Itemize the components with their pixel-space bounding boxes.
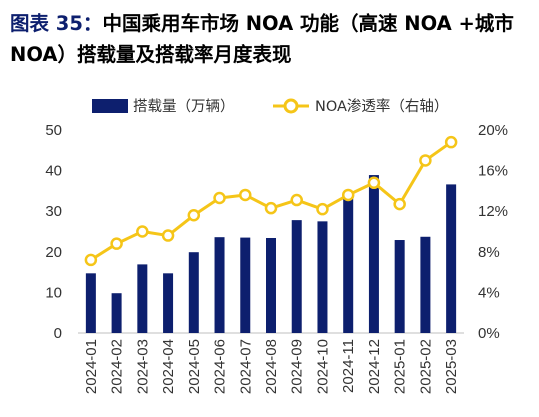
- bar: [214, 237, 225, 333]
- x-tick-label: 2024-05: [186, 339, 203, 394]
- legend-bar-swatch: [92, 99, 128, 113]
- bar: [394, 240, 405, 333]
- x-tick-label: 2024-11: [340, 339, 357, 393]
- x-tick-label: 2024-01: [83, 339, 100, 394]
- line-point: [316, 202, 329, 216]
- title-text: 中国乘用车市场 NOA 功能（高速 NOA +城市 NOA）搭载量及搭载率月度表…: [10, 12, 514, 66]
- y-left-tick-label: 50: [45, 122, 62, 139]
- x-tick-label: 2024-09: [289, 339, 306, 394]
- x-tick-label: 2024-08: [263, 339, 280, 394]
- legend: 搭载量（万辆） NOA渗透率（右轴）: [92, 98, 448, 115]
- line-point: [213, 191, 226, 205]
- bar: [291, 220, 302, 333]
- bar: [240, 237, 251, 333]
- line-point: [110, 237, 123, 250]
- bar: [188, 252, 199, 333]
- y-right-tick-label: 4%: [478, 284, 500, 301]
- y-right-tick-label: 12%: [478, 203, 508, 220]
- x-tick-label: 2024-03: [134, 339, 151, 394]
- line-point: [136, 225, 149, 238]
- y-right-tick-label: 16%: [478, 163, 508, 180]
- line-point: [187, 209, 201, 222]
- line-point: [84, 253, 98, 267]
- y-right-tick-label: 8%: [478, 244, 500, 261]
- bar: [343, 197, 354, 333]
- bar: [266, 237, 276, 333]
- y-left-tick-label: 20: [45, 244, 62, 261]
- y-left-tick-label: 40: [45, 163, 62, 180]
- x-tick-label: 2025-02: [417, 339, 434, 394]
- line-series: [84, 135, 458, 267]
- y-right-tick-label: 0%: [478, 325, 500, 342]
- bar: [137, 264, 148, 333]
- y-left-tick-label: 10: [45, 284, 62, 301]
- x-tick-label: 2025-03: [443, 339, 460, 394]
- x-tick-label: 2024-04: [160, 339, 177, 394]
- chart-title: 图表 35：中国乘用车市场 NOA 功能（高速 NOA +城市 NOA）搭载量及…: [10, 8, 530, 70]
- y-left-tick-label: 0: [54, 325, 62, 342]
- chart-area: 搭载量（万辆） NOA渗透率（右轴） 0 10 20 30 40 50 0% 4% 8% 12% 1…: [45, 98, 508, 394]
- legend-bar-label: 搭载量（万辆）: [133, 98, 235, 115]
- x-tick-label: 2024-12: [366, 339, 383, 394]
- bar: [420, 236, 431, 333]
- line-point: [341, 188, 355, 202]
- line-point: [161, 229, 175, 242]
- bar: [111, 293, 122, 333]
- x-tick-label: 2024-10: [314, 339, 331, 394]
- line-point: [393, 197, 406, 211]
- y-right-tick-label: 20%: [478, 122, 508, 139]
- y-left-tick-label: 30: [45, 203, 62, 220]
- bar: [446, 184, 457, 333]
- bar-series: [85, 175, 457, 333]
- x-tick-label: 2024-07: [237, 339, 254, 394]
- x-axis-labels: 2024-01 2024-02 2024-03 2024-04 2024-05 2024-…: [83, 339, 460, 394]
- bar: [317, 221, 328, 333]
- x-tick-label: 2025-01: [392, 339, 409, 394]
- bar: [368, 175, 379, 333]
- legend-line-label: NOA渗透率（右轴）: [315, 98, 448, 115]
- bar: [163, 273, 174, 333]
- line-point: [367, 176, 381, 190]
- x-tick-label: 2024-06: [212, 339, 229, 394]
- line-point: [444, 135, 458, 149]
- line-point: [264, 201, 278, 215]
- x-tick-label: 2024-02: [109, 339, 126, 394]
- line-point: [419, 154, 432, 167]
- line-point: [239, 188, 252, 202]
- legend-line-marker: [283, 98, 299, 114]
- bar: [85, 273, 96, 333]
- figure-label: 图表 35：: [10, 12, 103, 35]
- line-point: [290, 193, 303, 207]
